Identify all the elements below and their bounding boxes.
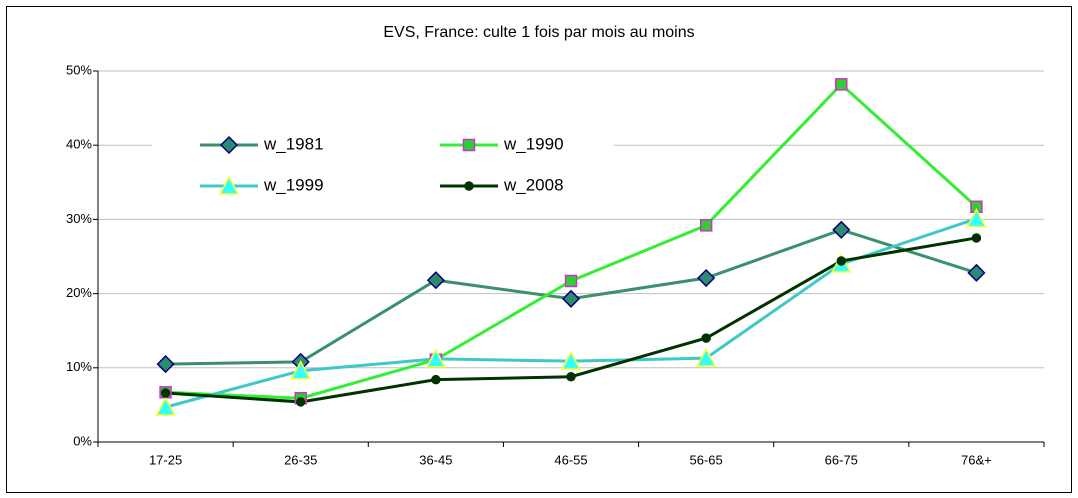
marker: [971, 233, 982, 243]
marker: [697, 268, 716, 288]
chart-title: EVS, France: culte 1 fois par mois au mo…: [383, 24, 694, 41]
marker: [699, 219, 713, 232]
x-tick-label: 76&+: [961, 452, 992, 467]
marker: [160, 388, 171, 398]
marker: [832, 220, 851, 239]
marker: [695, 347, 717, 367]
marker: [560, 350, 582, 370]
marker: [155, 396, 176, 416]
y-tick-label: 10%: [66, 359, 92, 374]
legend-label: w_2008: [503, 175, 564, 194]
marker: [462, 138, 476, 152]
y-tick-label: 20%: [66, 285, 92, 300]
x-tick-label: 66-75: [825, 452, 858, 467]
marker: [431, 374, 441, 385]
x-tick-label: 36-45: [419, 452, 452, 467]
x-tick-label: 46-55: [554, 452, 587, 467]
marker: [464, 181, 474, 191]
marker: [156, 355, 175, 374]
marker: [218, 175, 240, 195]
marker: [426, 271, 445, 290]
legend: w_1981 w_1990 w_1999 w_2008: [152, 127, 614, 203]
y-tick-label: 50%: [66, 62, 92, 77]
x-tick-label: 26-35: [284, 452, 317, 467]
marker: [425, 348, 447, 368]
x-tick-label: 17-25: [149, 452, 182, 467]
marker: [295, 397, 306, 407]
marker: [835, 78, 848, 91]
chart-border: [6, 6, 1072, 493]
marker: [966, 208, 987, 228]
legend-label: w_1990: [503, 134, 564, 153]
marker: [701, 333, 711, 343]
marker: [566, 371, 576, 382]
y-tick-label: 40%: [66, 137, 92, 152]
marker: [561, 289, 581, 308]
y-tick-label: 30%: [66, 211, 92, 226]
y-tick-label: 0%: [73, 433, 92, 448]
marker: [290, 360, 311, 380]
marker: [967, 263, 986, 282]
marker: [564, 274, 578, 288]
legend-label: w_1999: [263, 175, 324, 194]
marker: [219, 135, 239, 155]
x-tick-label: 56-65: [690, 452, 723, 467]
legend-label: w_1981: [263, 134, 324, 153]
marker: [836, 256, 847, 266]
